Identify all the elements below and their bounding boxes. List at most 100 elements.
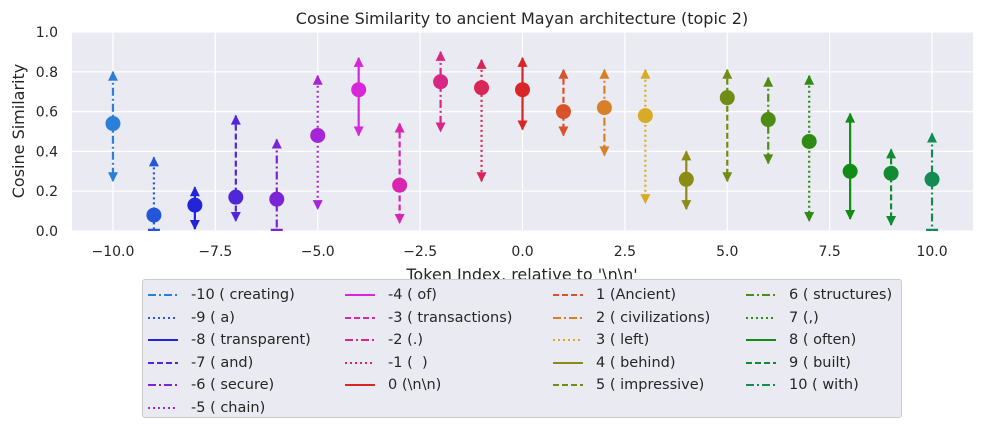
legend-line-swatch [553, 361, 583, 364]
errorbar-series [351, 56, 367, 137]
lower-arrow-mark [353, 126, 364, 137]
legend-line-swatch [553, 316, 583, 319]
lower-arrow-mark [886, 216, 897, 227]
errorbar-series [637, 68, 653, 205]
x-tick-label: −5.0 [301, 244, 335, 260]
lower-arrow-mark [681, 200, 692, 211]
legend-label: -10 ( creating) [191, 287, 295, 304]
lower-arrow-mark [722, 172, 733, 183]
x-tick-label: 7.5 [819, 244, 841, 260]
legend-label: 9 ( built) [789, 354, 851, 371]
legend-column: 1 (Ancient) 2 ( civilizations) 3 ( left) 4 … [552, 284, 710, 397]
data-point [678, 171, 694, 187]
legend-line-swatch [148, 406, 178, 409]
legend-line-swatch [148, 361, 178, 364]
errorbar-series [883, 148, 899, 227]
legend-line-swatch [553, 339, 583, 342]
y-tick-label: 1.0 [36, 25, 58, 41]
y-tick-label: 0.2 [36, 184, 58, 200]
legend-label: 8 ( often) [789, 332, 857, 349]
data-point [842, 163, 858, 179]
x-ticks: −10.0 −7.5 −5.0 −2.5 0.0 2.5 5.0 7.5 10.0 [92, 244, 948, 260]
upper-arrow-mark [353, 56, 364, 67]
data-point [555, 104, 571, 120]
legend-item: -10 ( creating) [147, 284, 311, 307]
lower-arrow-mark [230, 212, 241, 223]
legend-line-swatch [345, 316, 375, 319]
data-point [719, 90, 735, 106]
upper-arrow-mark [640, 68, 651, 79]
x-tick-label: −10.0 [92, 244, 135, 260]
data-point [310, 127, 326, 143]
legend-line-swatch [148, 316, 178, 319]
legend-item: -8 ( transparent) [147, 329, 311, 352]
legend-item: -7 ( and) [147, 352, 311, 375]
upper-arrow-mark [927, 132, 938, 143]
upper-arrow-mark [886, 148, 897, 159]
lower-arrow-mark [599, 146, 610, 157]
legend-label: 1 (Ancient) [596, 287, 677, 304]
legend-column: -10 ( creating) -9 ( a) -8 ( transparent) -… [147, 284, 311, 419]
errorbar-series [842, 112, 858, 221]
lower-arrow-mark [107, 172, 118, 183]
legend-line-swatch [148, 294, 178, 297]
data-point [596, 100, 612, 116]
upper-arrow-mark [558, 68, 569, 79]
legend-column: 6 ( structures) 7 (,) 8 ( often) 9 ( built)… [745, 284, 892, 397]
legend-column: -4 ( of) -3 ( transactions) -2 (.) -1 ( ) 0 … [344, 284, 512, 397]
y-tick-label: 0.0 [36, 224, 58, 240]
legend-item: -5 ( chain) [147, 397, 311, 420]
legend-line-swatch [553, 294, 583, 297]
errorbar-series [474, 58, 490, 183]
upper-arrow-mark [517, 56, 528, 67]
legend-item: -1 ( ) [344, 352, 512, 375]
data-point [392, 177, 408, 193]
lower-arrow-mark [312, 200, 323, 211]
legend-line-swatch [746, 384, 776, 387]
y-axis-label: Cosine Similarity [9, 64, 28, 198]
legend-line-swatch [345, 339, 375, 342]
errorbar-series [228, 114, 244, 223]
errorbar-series [801, 74, 817, 223]
errorbar-series [392, 122, 408, 225]
legend-item: 9 ( built) [745, 352, 892, 375]
legend-item: 8 ( often) [745, 329, 892, 352]
legend-line-swatch [746, 339, 776, 342]
data-point [801, 133, 817, 149]
legend-label: 6 ( structures) [789, 287, 893, 304]
legend-label: -1 ( ) [388, 354, 428, 371]
legend-item: 5 ( impressive) [552, 374, 710, 397]
legend-label: -4 ( of) [388, 287, 437, 304]
chart-title: Cosine Similarity to ancient Mayan archi… [296, 9, 748, 28]
legend-label: -9 ( a) [191, 309, 235, 326]
legend: -10 ( creating) -9 ( a) -8 ( transparent) -… [142, 279, 902, 418]
legend-line-swatch [345, 384, 375, 387]
upper-arrow-mark [394, 122, 405, 133]
upper-arrow-mark [189, 186, 200, 197]
legend-label: 10 ( with) [789, 377, 859, 394]
upper-arrow-mark [804, 74, 815, 85]
legend-line-swatch [746, 294, 776, 297]
x-tick-label: 5.0 [716, 244, 738, 260]
data-point [433, 74, 449, 90]
legend-label: 5 ( impressive) [596, 377, 705, 394]
lower-arrow-mark [845, 210, 856, 221]
upper-arrow-mark [763, 76, 774, 87]
legend-item: 4 ( behind) [552, 352, 710, 375]
legend-item: -6 ( secure) [147, 374, 311, 397]
data-point [146, 207, 162, 223]
upper-arrow-mark [107, 70, 118, 81]
y-tick-label: 0.6 [36, 105, 58, 121]
upper-arrow-mark [722, 68, 733, 79]
lower-arrow-mark [189, 220, 200, 231]
data-point [637, 108, 653, 124]
data-point [515, 82, 530, 98]
data-point [105, 116, 121, 132]
upper-arrow-mark [681, 150, 692, 161]
errorbar-series [105, 70, 121, 183]
legend-line-swatch [148, 339, 178, 342]
errorbar-series [146, 156, 162, 231]
upper-arrow-mark [845, 112, 856, 123]
legend-label: 2 ( civilizations) [596, 309, 711, 326]
legend-line-swatch [746, 316, 776, 319]
